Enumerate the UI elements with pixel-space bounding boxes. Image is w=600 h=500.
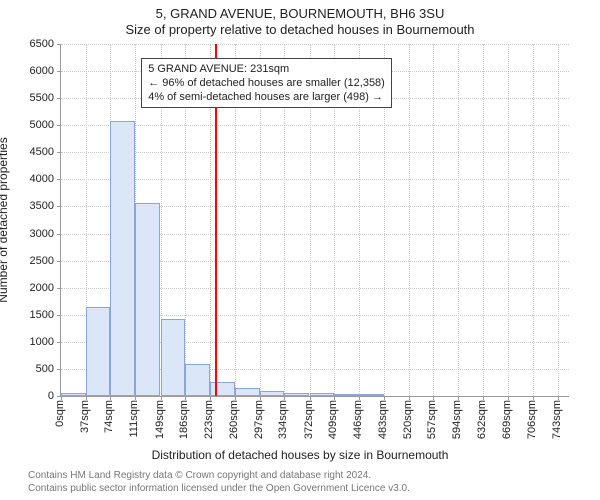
attribution-footer: Contains HM Land Registry data © Crown c… bbox=[28, 470, 410, 495]
ytick-label: 500 bbox=[6, 363, 54, 375]
annotation-line: ← 96% of detached houses are smaller (12… bbox=[148, 76, 385, 90]
chart-title-address: 5, GRAND AVENUE, BOURNEMOUTH, BH6 3SU bbox=[0, 6, 600, 21]
xtick-label: 372sqm bbox=[303, 400, 315, 439]
ytick-label: 0 bbox=[6, 390, 54, 402]
histogram-bar bbox=[110, 121, 135, 396]
ytick-label: 4500 bbox=[6, 146, 54, 158]
ytick-mark bbox=[57, 179, 61, 180]
xtick-label: 111sqm bbox=[128, 400, 140, 438]
histogram-bar bbox=[210, 382, 235, 396]
histogram-bar bbox=[185, 364, 210, 396]
histogram-bar bbox=[235, 388, 260, 396]
xtick-label: 223sqm bbox=[203, 400, 215, 439]
gridline-v bbox=[558, 44, 559, 396]
annotation-line: 5 GRAND AVENUE: 231sqm bbox=[148, 62, 385, 76]
xtick-label: 334sqm bbox=[277, 400, 289, 439]
ytick-label: 3500 bbox=[6, 200, 54, 212]
xtick-label: 186sqm bbox=[178, 400, 190, 439]
ytick-mark bbox=[57, 369, 61, 370]
xtick-label: 446sqm bbox=[352, 400, 364, 439]
gridline-h bbox=[61, 44, 569, 45]
y-axis-label: Number of detached properties bbox=[0, 137, 10, 302]
xtick-label: 594sqm bbox=[451, 400, 463, 439]
histogram-bar bbox=[86, 307, 111, 396]
xtick-label: 557sqm bbox=[426, 400, 438, 439]
ytick-label: 2500 bbox=[6, 255, 54, 267]
ytick-mark bbox=[57, 44, 61, 45]
histogram-bar bbox=[359, 394, 384, 396]
ytick-mark bbox=[57, 288, 61, 289]
gridline-h bbox=[61, 152, 569, 153]
histogram-bar bbox=[135, 203, 160, 396]
annotation-line: 4% of semi-detached houses are larger (4… bbox=[148, 90, 385, 104]
ytick-label: 1000 bbox=[6, 336, 54, 348]
ytick-label: 4000 bbox=[6, 173, 54, 185]
chart-subtitle: Size of property relative to detached ho… bbox=[0, 22, 600, 37]
gridline-v bbox=[409, 44, 410, 396]
ytick-label: 5500 bbox=[6, 92, 54, 104]
xtick-label: 0sqm bbox=[54, 400, 66, 427]
xtick-label: 483sqm bbox=[377, 400, 389, 439]
xtick-label: 632sqm bbox=[476, 400, 488, 439]
footer-line-1: Contains HM Land Registry data © Crown c… bbox=[28, 470, 410, 483]
xtick-label: 149sqm bbox=[154, 400, 166, 439]
gridline-v bbox=[483, 44, 484, 396]
xtick-label: 409sqm bbox=[327, 400, 339, 439]
histogram-bar bbox=[260, 391, 285, 396]
ytick-label: 6000 bbox=[6, 65, 54, 77]
ytick-label: 1500 bbox=[6, 309, 54, 321]
ytick-label: 2000 bbox=[6, 282, 54, 294]
gridline-v bbox=[458, 44, 459, 396]
xtick-label: 669sqm bbox=[501, 400, 513, 439]
gridline-v bbox=[508, 44, 509, 396]
histogram-bar bbox=[284, 393, 309, 396]
plot-area: 5 GRAND AVENUE: 231sqm← 96% of detached … bbox=[60, 44, 569, 397]
xtick-label: 74sqm bbox=[103, 400, 115, 433]
gridline-h bbox=[61, 125, 569, 126]
x-axis-label: Distribution of detached houses by size … bbox=[0, 448, 600, 462]
ytick-mark bbox=[57, 206, 61, 207]
ytick-mark bbox=[57, 98, 61, 99]
ytick-label: 5000 bbox=[6, 119, 54, 131]
xtick-label: 520sqm bbox=[402, 400, 414, 439]
xtick-label: 743sqm bbox=[551, 400, 563, 439]
ytick-mark bbox=[57, 234, 61, 235]
histogram-bar bbox=[310, 393, 335, 396]
histogram-bar bbox=[61, 393, 86, 396]
ytick-mark bbox=[57, 261, 61, 262]
ytick-mark bbox=[57, 71, 61, 72]
footer-line-2: Contains public sector information licen… bbox=[28, 483, 410, 496]
annotation-box: 5 GRAND AVENUE: 231sqm← 96% of detached … bbox=[141, 58, 392, 109]
ytick-mark bbox=[57, 342, 61, 343]
xtick-label: 260sqm bbox=[228, 400, 240, 439]
gridline-h bbox=[61, 179, 569, 180]
gridline-v bbox=[533, 44, 534, 396]
xtick-label: 297sqm bbox=[253, 400, 265, 439]
ytick-mark bbox=[57, 152, 61, 153]
xtick-label: 706sqm bbox=[526, 400, 538, 439]
histogram-bar bbox=[161, 319, 186, 396]
ytick-mark bbox=[57, 125, 61, 126]
ytick-label: 6500 bbox=[6, 38, 54, 50]
gridline-v bbox=[433, 44, 434, 396]
ytick-mark bbox=[57, 315, 61, 316]
ytick-label: 3000 bbox=[6, 228, 54, 240]
xtick-label: 37sqm bbox=[79, 400, 91, 433]
histogram-bar bbox=[334, 394, 359, 396]
